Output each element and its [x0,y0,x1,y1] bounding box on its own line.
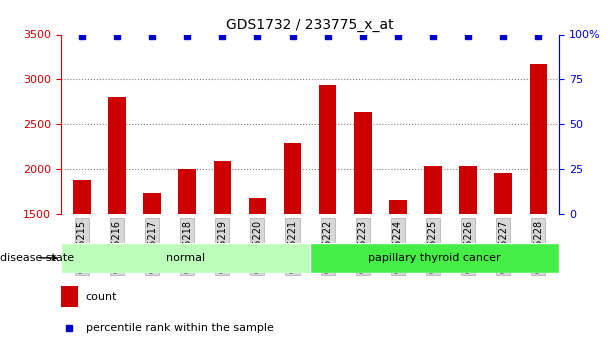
Bar [61,243,310,273]
Bar [389,199,407,214]
Text: percentile rank within the sample: percentile rank within the sample [86,323,274,333]
Bar [530,64,547,214]
Bar [424,166,442,214]
Bar [354,112,371,214]
Text: count: count [86,292,117,302]
Bar [284,143,302,214]
Bar [61,286,78,307]
Title: GDS1732 / 233775_x_at: GDS1732 / 233775_x_at [226,18,394,32]
Bar [319,85,336,214]
Bar [73,180,91,214]
Bar [494,172,512,214]
Bar [249,198,266,214]
Bar [143,193,161,214]
Bar [459,166,477,214]
Bar [310,243,559,273]
Bar [178,169,196,214]
Text: papillary thyroid cancer: papillary thyroid cancer [368,253,501,263]
Bar [213,161,231,214]
Text: disease state: disease state [0,253,74,263]
Bar [108,97,126,214]
Text: normal: normal [166,253,205,263]
